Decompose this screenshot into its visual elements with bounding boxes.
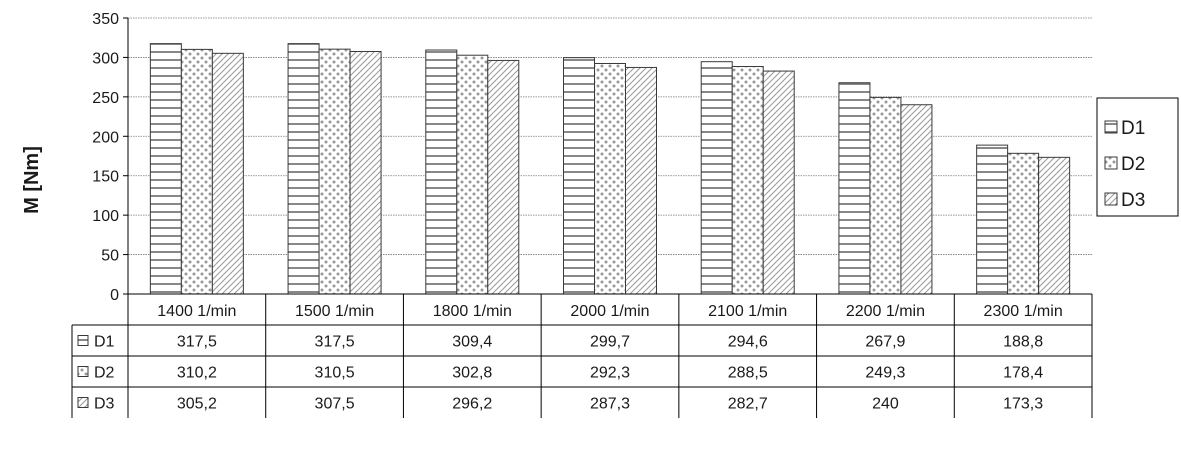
- table-cell: 310,2: [177, 365, 217, 382]
- table-cell: 305,2: [177, 396, 217, 413]
- table-cell: 249,3: [865, 365, 905, 382]
- bar-d3: [625, 66, 657, 295]
- bar-d1: [149, 43, 182, 295]
- bar-d3: [349, 51, 382, 295]
- table-cell: 296,2: [452, 396, 492, 413]
- bars: [149, 43, 1071, 295]
- table-series-swatch: [77, 366, 89, 377]
- table-series-swatch: [77, 397, 89, 408]
- y-tick-label: 50: [101, 248, 119, 265]
- x-tick-label: 2200 1/min: [846, 303, 925, 320]
- y-tick-label: 150: [92, 169, 119, 186]
- bar-d3: [487, 59, 520, 295]
- bar-d2: [318, 48, 351, 295]
- table-cell: 299,7: [590, 334, 630, 351]
- bar-d3: [1038, 156, 1071, 295]
- y-tick-label: 300: [92, 50, 119, 67]
- y-tick-label: 250: [92, 90, 119, 107]
- x-tick-label: 1800 1/min: [433, 303, 512, 320]
- bar-d2: [869, 96, 902, 295]
- bar-d2: [731, 65, 764, 295]
- bar-d3: [900, 104, 933, 295]
- table-cell: 317,5: [177, 334, 217, 351]
- table-cell: 178,4: [1003, 365, 1043, 382]
- table-series-label: D1: [94, 334, 115, 351]
- x-tick-label: 2300 1/min: [984, 303, 1063, 320]
- table-cell: 173,3: [1003, 396, 1043, 413]
- bar-d2: [180, 48, 213, 295]
- table-cell: 302,8: [452, 365, 492, 382]
- table-cell: 287,3: [590, 396, 630, 413]
- table-cell: 294,6: [728, 334, 768, 351]
- legend-label: D2: [1121, 154, 1145, 175]
- table-cell: 307,5: [315, 396, 355, 413]
- x-tick-label: 1500 1/min: [295, 303, 374, 320]
- legend-swatch: [1104, 156, 1118, 170]
- x-tick-label: 1400 1/min: [157, 303, 236, 320]
- legend: D1 D2 D3: [1096, 97, 1179, 217]
- x-tick-label: 2100 1/min: [708, 303, 787, 320]
- bar-d2: [1007, 152, 1040, 295]
- legend-swatch: [1104, 120, 1118, 134]
- legend-label: D1: [1121, 118, 1145, 139]
- y-axis-label: M [Nm]: [21, 146, 43, 214]
- legend-swatch: [1104, 192, 1118, 206]
- table-cell: 188,8: [1003, 334, 1043, 351]
- data-table: 1400 1/min 1500 1/min 1800 1/min 2000 1/min…: [71, 294, 1093, 418]
- table-series-label: D2: [94, 365, 115, 382]
- y-tick-label: 200: [92, 129, 119, 146]
- table-cell: 309,4: [452, 334, 492, 351]
- bar-d1: [563, 57, 595, 295]
- bar-d1: [287, 43, 320, 295]
- table-cell: 282,7: [728, 396, 768, 413]
- table-series-swatch: [77, 335, 89, 346]
- table-cell: 240: [872, 396, 899, 413]
- bar-d3: [211, 52, 244, 295]
- bar-d3: [762, 70, 795, 295]
- bar-d2: [594, 63, 626, 295]
- axes: 0 50 100 150 200 250 300 350: [92, 11, 1092, 304]
- x-tick-label: 2000 1/min: [570, 303, 649, 320]
- y-tick-label: 100: [92, 208, 119, 225]
- table-cell: 317,5: [315, 334, 355, 351]
- bar-d2: [456, 54, 489, 295]
- table-cell: 288,5: [728, 365, 768, 382]
- y-tick-label: 0: [110, 287, 119, 304]
- legend-label: D3: [1121, 190, 1145, 211]
- table-cell: 267,9: [865, 334, 905, 351]
- bar-d1: [976, 144, 1009, 295]
- table-cell: 292,3: [590, 365, 630, 382]
- bar-d1: [425, 49, 458, 295]
- y-tick-label: 350: [92, 11, 119, 28]
- bar-d1: [700, 61, 733, 295]
- bar-d1: [838, 82, 871, 295]
- table-cell: 310,5: [315, 365, 355, 382]
- table-series-label: D3: [94, 396, 115, 413]
